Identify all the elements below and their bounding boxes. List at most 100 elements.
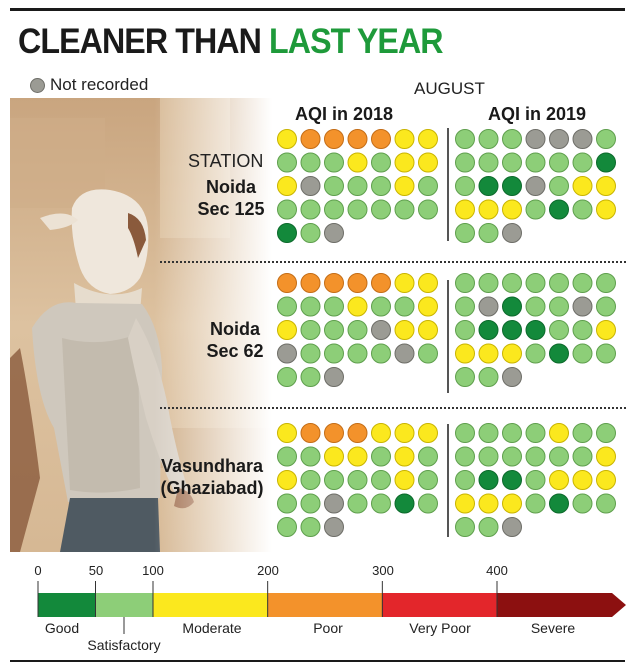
column-divider	[447, 280, 449, 393]
aqi-day-dot: Not recorded	[572, 296, 593, 317]
aqi-day-dot: Satisfactory	[549, 176, 569, 196]
aqi-day-dot: Moderate	[277, 129, 297, 149]
aqi-day-dot: Satisfactory	[502, 129, 522, 149]
aqi-day-dot: Good	[549, 493, 569, 514]
aqi-day-dot: Satisfactory	[324, 152, 344, 173]
aqi-day-dot: Satisfactory	[455, 296, 475, 317]
scale-label-very-poor: Very Poor	[409, 620, 471, 636]
aqi-day-dot: Moderate	[277, 423, 297, 443]
aqi-day-dot: Satisfactory	[572, 446, 593, 467]
aqi-day-dot: Satisfactory	[455, 129, 475, 149]
aqi-day-dot: Not recorded	[549, 129, 569, 149]
aqi-day-dot: Satisfactory	[549, 273, 569, 293]
aqi-day-dot: Not recorded	[300, 176, 321, 196]
scale-label-poor: Poor	[313, 620, 343, 636]
section-separator	[160, 261, 626, 263]
aqi-day-dot: Satisfactory	[300, 152, 321, 173]
aqi-day-dot: Moderate	[394, 129, 415, 149]
aqi-day-dot: Poor	[324, 129, 344, 149]
aqi-day-dot: Satisfactory	[277, 517, 297, 537]
aqi-day-dot: Moderate	[502, 343, 522, 364]
headline: CLEANER THAN LAST YEAR	[18, 22, 444, 62]
month-label: AUGUST	[414, 79, 485, 98]
aqi-day-dot: Satisfactory	[572, 423, 593, 443]
aqi-day-dot: Satisfactory	[525, 446, 546, 467]
aqi-day-dot: Satisfactory	[371, 493, 391, 514]
scale-band-moderate	[153, 593, 268, 617]
aqi-day-dot: Not recorded	[324, 223, 344, 243]
aqi-day-dot: Moderate	[572, 176, 593, 196]
aqi-day-dot: Moderate	[324, 446, 344, 467]
aqi-day-dot: Poor	[300, 423, 321, 443]
aqi-day-dot: Satisfactory	[300, 343, 321, 364]
aqi-day-dot: Not recorded	[371, 320, 391, 340]
aqi-day-dot: Not recorded	[525, 176, 546, 196]
aqi-day-dot: Moderate	[418, 129, 438, 149]
photo-fade	[10, 98, 272, 552]
aqi-day-dot: Good	[394, 493, 415, 514]
aqi-day-dot: Moderate	[549, 423, 569, 443]
aqi-day-dot: Satisfactory	[596, 423, 616, 443]
aqi-day-dot: Satisfactory	[572, 493, 593, 514]
aqi-day-dot: Good	[596, 152, 616, 173]
not-recorded-dot-icon	[30, 77, 45, 93]
aqi-day-dot: Good	[277, 223, 297, 243]
aqi-day-dot: Good	[549, 343, 569, 364]
aqi-day-dot: Satisfactory	[455, 367, 475, 387]
aqi-day-dot: Satisfactory	[525, 199, 546, 220]
aqi-day-dot: Satisfactory	[455, 517, 475, 537]
aqi-day-dot: Satisfactory	[455, 423, 475, 443]
station-name-line1: Noida	[209, 319, 260, 339]
station-name-line2: Sec 62	[206, 341, 264, 361]
aqi-day-dot: Moderate	[418, 423, 438, 443]
aqi-day-dot: Moderate	[277, 320, 297, 340]
aqi-day-dot: Satisfactory	[549, 446, 569, 467]
aqi-day-dot: Not recorded	[525, 129, 546, 149]
aqi-day-dot: Moderate	[277, 176, 297, 196]
aqi-day-dot: Satisfactory	[300, 446, 321, 467]
aqi-day-dot: Satisfactory	[596, 493, 616, 514]
aqi-day-dot: Good	[502, 470, 522, 490]
aqi-day-dot: Satisfactory	[596, 273, 616, 293]
aqi-day-dot: Satisfactory	[324, 176, 344, 196]
scale-band-poor	[267, 593, 383, 617]
station-name-vasundhara: Vasundhara (Ghaziabad)	[152, 455, 272, 499]
aqi-day-dot: Satisfactory	[324, 470, 344, 490]
station-header: STATION	[188, 151, 264, 171]
aqi-day-dot: Satisfactory	[455, 470, 475, 490]
aqi-day-dot: Moderate	[394, 320, 415, 340]
aqi-day-dot: Good	[478, 176, 499, 196]
aqi-day-dot: Satisfactory	[300, 470, 321, 490]
aqi-day-dot: Satisfactory	[572, 152, 593, 173]
aqi-day-dot: Moderate	[277, 470, 297, 490]
aqi-day-dot: Poor	[347, 129, 368, 149]
column-divider	[447, 424, 449, 537]
aqi-day-dot: Moderate	[596, 470, 616, 490]
aqi-day-dot: Satisfactory	[418, 343, 438, 364]
aqi-day-dot: Satisfactory	[418, 493, 438, 514]
aqi-day-dot: Moderate	[394, 273, 415, 293]
aqi-day-dot: Moderate	[596, 320, 616, 340]
aqi-day-dot: Satisfactory	[371, 296, 391, 317]
station-name-noida-sec62: Noida Sec 62	[200, 318, 270, 362]
aqi-day-dot: Not recorded	[277, 343, 297, 364]
aqi-day-dot: Poor	[347, 273, 368, 293]
aqi-day-dot: Moderate	[394, 152, 415, 173]
aqi-day-dot: Moderate	[394, 176, 415, 196]
aqi-day-dot: Good	[502, 176, 522, 196]
aqi-day-dot: Satisfactory	[478, 129, 499, 149]
aqi-day-dot: Satisfactory	[502, 152, 522, 173]
aqi-day-dot: Moderate	[549, 470, 569, 490]
aqi-day-dot: Satisfactory	[478, 367, 499, 387]
aqi-day-dot: Moderate	[418, 152, 438, 173]
aqi-day-dot: Moderate	[502, 493, 522, 514]
aqi-day-dot: Not recorded	[324, 517, 344, 537]
scale-label-good: Good	[44, 620, 80, 636]
scale-tick-200: 200	[257, 563, 279, 578]
aqi-day-dot: Moderate	[371, 423, 391, 443]
aqi-day-dot: Good	[549, 199, 569, 220]
aqi-day-dot: Not recorded	[502, 223, 522, 243]
aqi-day-dot: Satisfactory	[277, 152, 297, 173]
aqi-day-dot: Satisfactory	[525, 470, 546, 490]
